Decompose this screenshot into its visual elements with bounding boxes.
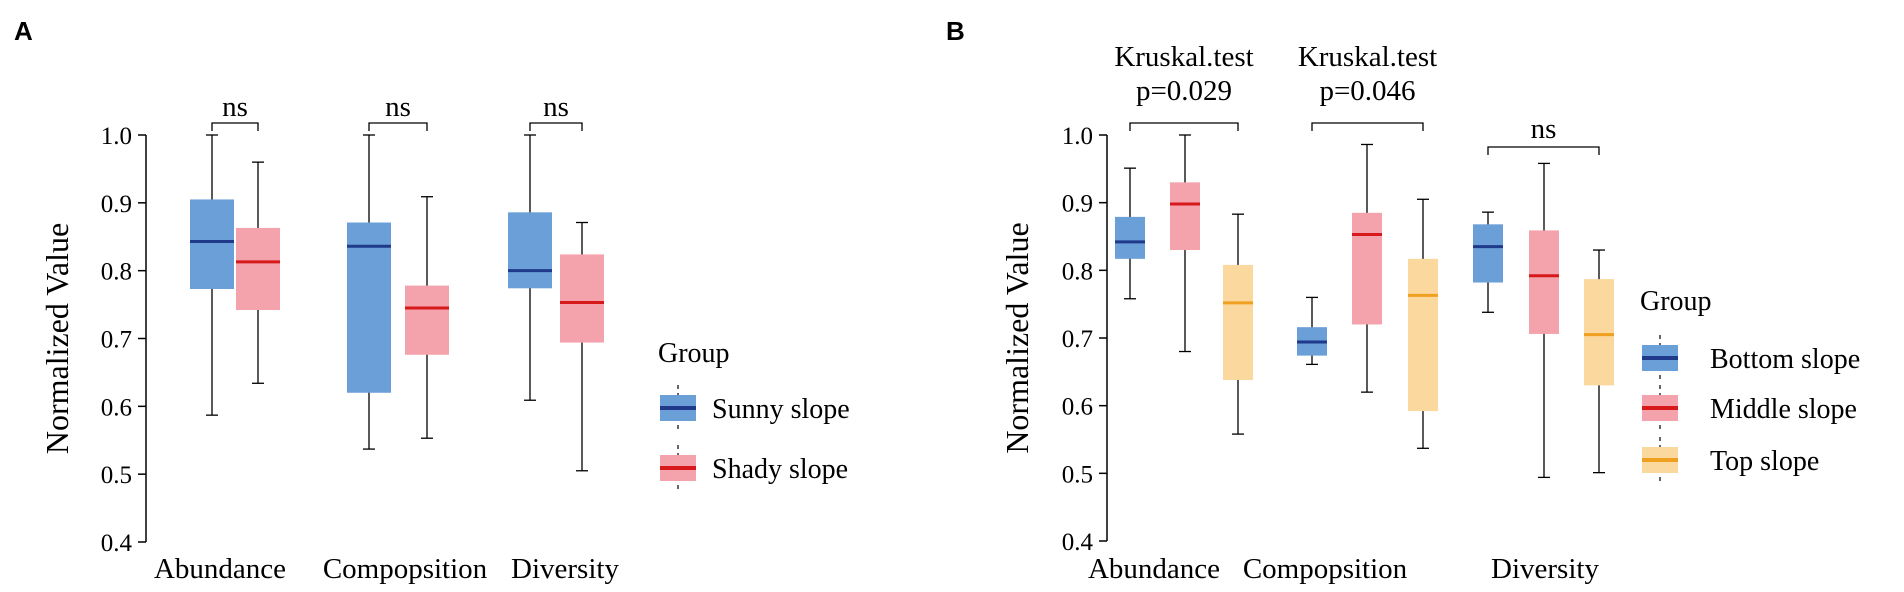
box-top-slope — [1408, 198, 1438, 449]
box-middle-slope — [1170, 134, 1200, 353]
y-tick-label: 0.7 — [1062, 326, 1093, 353]
significance-label: p=0.046 — [1319, 75, 1415, 107]
box-bottom-slope — [1115, 167, 1145, 300]
box-iqr — [1408, 258, 1438, 412]
y-tick-label: 0.5 — [1062, 461, 1093, 488]
box-iqr — [1223, 264, 1253, 380]
y-tick-label: 0.9 — [1062, 191, 1093, 218]
x-category-label: Diversity — [511, 553, 619, 585]
panel-letter: B — [946, 16, 965, 46]
y-tick-label: 0.6 — [101, 394, 132, 421]
significance-annotation: ns — [1487, 113, 1600, 155]
box-middle-slope — [1352, 143, 1382, 393]
significance-label: ns — [1531, 113, 1557, 145]
significance-annotation: ns — [368, 91, 428, 131]
y-tick-label: 0.8 — [101, 259, 132, 286]
box-top-slope — [1223, 213, 1253, 435]
box-iqr — [190, 199, 234, 289]
box-iqr — [1115, 216, 1145, 259]
y-tick-label: 1.0 — [101, 123, 132, 150]
y-tick-label: 0.6 — [1062, 394, 1093, 421]
y-axis-title: Normalized Value — [999, 222, 1035, 453]
y-tick-label: 0.8 — [1062, 258, 1093, 285]
box-iqr — [1170, 182, 1200, 251]
box-shady-slope — [405, 196, 449, 439]
y-tick-label: 0.9 — [101, 191, 132, 218]
legend: Group Bottom slope Middle slope Top slope — [1640, 286, 1860, 483]
x-category-label: Compopsition — [323, 553, 488, 585]
box-iqr — [405, 285, 449, 355]
panel-b: B 0.4 0.5 0.6 0.7 0.8 0.9 1.0 Normalized Value Ab… — [946, 16, 1860, 585]
significance-label: Kruskal.test — [1114, 41, 1253, 73]
y-tick-label: 0.4 — [101, 530, 133, 557]
significance-label: Kruskal.test — [1298, 41, 1437, 73]
box-shady-slope — [560, 221, 604, 472]
box-iqr — [1584, 279, 1614, 386]
legend-title: Group — [1640, 286, 1712, 317]
y-tick-label: 1.0 — [1062, 123, 1093, 150]
significance-bracket — [211, 122, 259, 131]
legend-label: Middle slope — [1710, 394, 1857, 425]
box-iqr — [508, 212, 552, 289]
box-iqr — [236, 227, 280, 311]
panel-letter: A — [14, 16, 33, 46]
significance-bracket — [1311, 122, 1424, 131]
x-category-label: Compopsition — [1243, 553, 1408, 585]
x-category-label: Abundance — [1088, 553, 1220, 585]
box-iqr — [1352, 212, 1382, 325]
y-tick-label: 0.4 — [1062, 529, 1094, 556]
legend-title: Group — [658, 338, 730, 369]
legend-label: Sunny slope — [712, 394, 850, 425]
legend-label: Shady slope — [712, 454, 848, 485]
box-top-slope — [1584, 249, 1614, 474]
legend-label: Bottom slope — [1710, 344, 1860, 375]
y-axis-title: Normalized Value — [39, 223, 75, 454]
y-tick-label: 0.5 — [101, 462, 132, 489]
significance-annotation: ns — [211, 91, 259, 131]
y-tick-label: 0.7 — [101, 327, 132, 354]
significance-bracket — [1129, 122, 1239, 131]
legend-label: Top slope — [1710, 446, 1819, 477]
legend: Group Sunny slope Shady slope — [658, 338, 850, 491]
significance-bracket — [1487, 146, 1600, 155]
x-category-label: Abundance — [154, 553, 286, 585]
box-iqr — [560, 254, 604, 343]
box-bottom-slope — [1297, 296, 1327, 366]
box-sunny-slope — [190, 134, 234, 416]
box-iqr — [1473, 224, 1503, 283]
significance-annotation: ns — [529, 91, 583, 131]
significance-label: p=0.029 — [1136, 75, 1232, 107]
significance-label: ns — [385, 91, 411, 123]
box-sunny-slope — [347, 134, 391, 450]
box-middle-slope — [1529, 162, 1559, 479]
x-category-label: Diversity — [1491, 553, 1599, 585]
box-iqr — [1529, 230, 1559, 334]
significance-label: ns — [543, 91, 569, 123]
box-shady-slope — [236, 161, 280, 384]
significance-label: ns — [222, 91, 248, 123]
box-sunny-slope — [508, 134, 552, 401]
box-iqr — [347, 222, 391, 393]
box-bottom-slope — [1473, 211, 1503, 313]
significance-bracket — [368, 122, 428, 131]
significance-bracket — [529, 122, 583, 131]
panel-a: A 0.4 0.5 0.6 0.7 0.8 0.9 1.0 Normalized Value Ab… — [14, 16, 850, 585]
